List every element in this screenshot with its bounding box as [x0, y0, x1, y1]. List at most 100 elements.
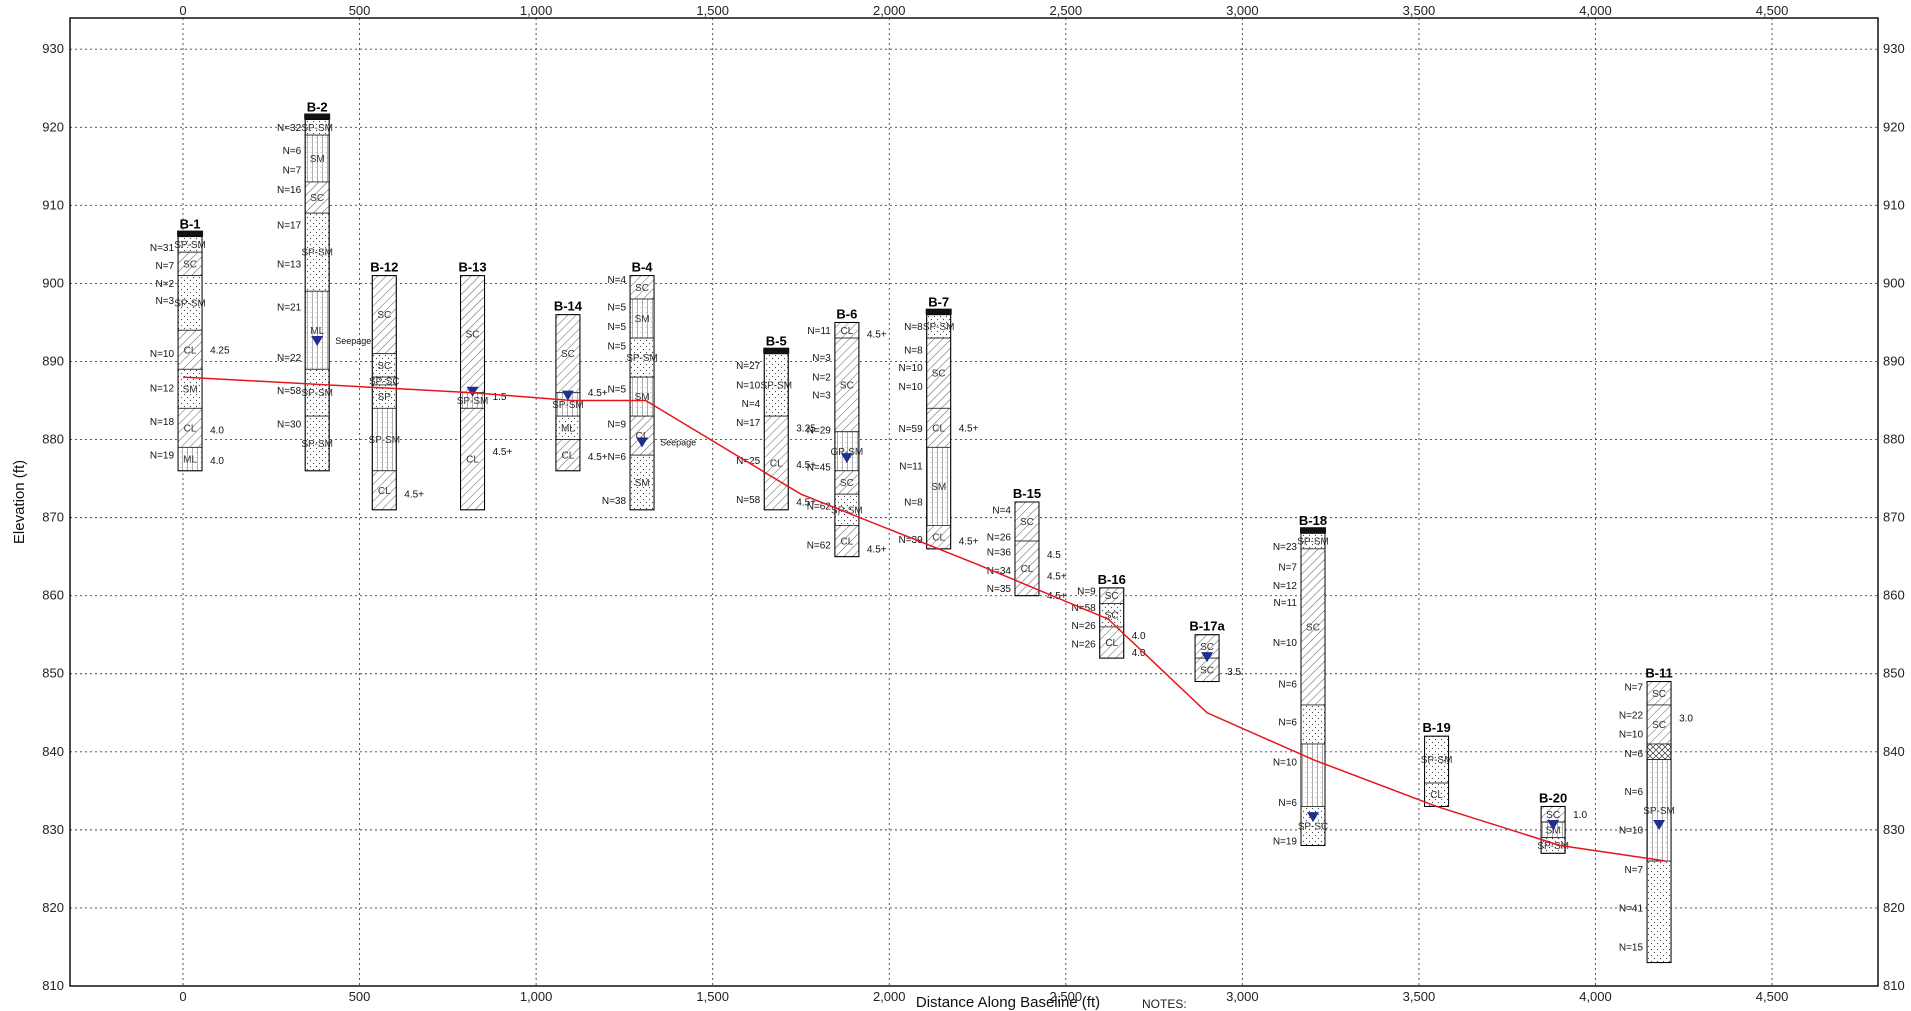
x-tick-label-bottom: 0	[179, 989, 186, 1004]
y-tick-label-left: 820	[42, 900, 64, 915]
soil-layer	[834, 431, 860, 472]
blow-count-label: N=8	[904, 322, 923, 333]
blow-count-label: N=4	[992, 505, 1011, 516]
blow-count-label: N=9	[607, 419, 626, 430]
soil-layer-label: SP-SM	[1537, 841, 1569, 852]
blow-count-label: N=8	[904, 498, 923, 509]
blow-count-label: N=27	[736, 361, 761, 372]
soil-layer-label: SP-SC	[1298, 821, 1329, 832]
blow-count-label: N=6	[1278, 718, 1297, 729]
pocket-pen-label: 1.5	[493, 392, 507, 403]
soil-layer-label: SM	[931, 482, 946, 493]
blow-count-label: N=11	[1274, 598, 1298, 609]
y-tick-label-right: 880	[1883, 432, 1905, 447]
blow-count-label: N=4	[742, 399, 761, 410]
boring-column-outline	[1014, 501, 1040, 597]
soil-layer-label: SM	[183, 384, 198, 395]
soil-layer-label: CL	[1430, 790, 1443, 801]
soil-layer-label: SC	[1200, 642, 1214, 653]
y-tick-label-left: 920	[42, 119, 64, 134]
x-tick-label-bottom: 4,000	[1579, 989, 1612, 1004]
x-tick-label-top: 4,000	[1579, 3, 1612, 18]
soil-layer-label: SP-SM	[831, 505, 863, 516]
boring-b-4: B-4 SC SM SP-SM SM CL SM N=4 N=5 N=5 N=5 N=5 N=9 N=6 N…	[602, 260, 696, 511]
soil-layer	[763, 353, 789, 417]
soil-layer	[1424, 735, 1449, 784]
x-tick-label-bottom: 4,500	[1756, 989, 1789, 1004]
y-tick-label-right: 920	[1883, 119, 1905, 134]
soil-layer-label: SC	[932, 369, 946, 380]
blow-count-label: N=17	[736, 418, 761, 429]
x-axis-title: Distance Along Baseline (ft)	[916, 994, 1100, 1011]
blow-count-label: N=10	[736, 380, 761, 391]
soil-layer-label: CL	[840, 326, 853, 337]
soil-layer-label: SP-SC	[369, 377, 400, 388]
y-tick-label-right: 840	[1883, 744, 1905, 759]
blow-count-label: N=7	[155, 261, 174, 272]
pocket-pen-label: 4.5+	[404, 490, 424, 501]
blow-count-label: N=22	[277, 353, 302, 364]
boring-b-12: B-12 SC SC SP-SC SP SP-SM CL 4.5+	[368, 260, 424, 511]
boring-b-13: B-13 SC SP-SM CL 1.5 4.5+	[457, 260, 512, 511]
groundwater-icon	[561, 390, 574, 401]
blow-count-label: N=4	[607, 275, 626, 286]
soil-layer-label: CL	[636, 431, 649, 442]
y-tick-label-right: 860	[1883, 588, 1905, 603]
tick-labels: 0 0 500 500 1,000 1,000 1,500 1,500 2,000 2,000 2,…	[42, 3, 1904, 1004]
boring-b-15: B-15 SC CL N=4 N=26 N=36 N=34 N=35 4.5 4.5+ 4.5+	[987, 486, 1067, 602]
boring-cap	[1300, 527, 1326, 534]
boring-cap	[177, 230, 204, 237]
y-tick-label-left: 930	[42, 41, 64, 56]
blow-count-label: N=23	[1273, 542, 1298, 553]
soil-layer-label: SM	[310, 154, 325, 165]
boring-column-outline	[629, 275, 655, 511]
soil-layer-label: SP-SM	[301, 388, 333, 399]
pocket-pen-label: 4.5	[1047, 550, 1061, 561]
blow-count-label: N=15	[1619, 942, 1644, 953]
blow-count-label: N=19	[150, 451, 175, 462]
soil-layer-label: SC	[466, 330, 480, 341]
y-axis-title: Elevation (ft)	[11, 460, 28, 544]
soil-layer-label: SM	[635, 478, 650, 489]
soil-layer-label: ML	[183, 455, 197, 466]
blow-count-label: N=26	[1072, 621, 1097, 632]
pocket-pen-label: 4.5+	[867, 544, 887, 555]
blow-count-label: N=35	[987, 584, 1012, 595]
soil-layer-label: SP-SM	[1297, 537, 1329, 548]
soil-layer-label: ML	[561, 423, 575, 434]
soil-layer	[1300, 743, 1326, 807]
pocket-pen-label: 4.0	[1132, 631, 1146, 642]
soil-layer	[371, 407, 397, 472]
boring-b-18: B-18 SP-SM SC SP-SC N=23 N=7 N=12 N=11 N=10 N=6 N=…	[1273, 513, 1329, 847]
boring-b-1: B-1 SP-SM SC SP-SM CL SM CL ML N=31 N=7 N=2 N=3 N=10…	[150, 217, 230, 472]
boring-column-outline	[834, 321, 860, 558]
soil-layer-label: CL	[932, 423, 945, 434]
x-tick-label-bottom: 1,000	[520, 989, 553, 1004]
boring-label: B-17a	[1189, 619, 1225, 634]
x-tick-label-bottom: 2,000	[873, 989, 906, 1004]
y-tick-label-left: 900	[42, 275, 64, 290]
y-tick-label-right: 910	[1883, 197, 1905, 212]
soil-layer	[1014, 540, 1040, 597]
soil-layer-label: SC	[1652, 689, 1666, 700]
blow-count-label: N=10	[150, 349, 175, 360]
blow-count-label: N=5	[607, 341, 626, 352]
x-tick-label-top: 2,000	[873, 3, 906, 18]
blow-count-label: N=31	[150, 243, 175, 254]
soil-layer-label: SC	[1105, 611, 1119, 622]
soil-layer	[763, 415, 789, 511]
seepage-note: Seepage	[335, 336, 371, 346]
blow-count-label: N=32	[277, 123, 302, 134]
x-tick-label-bottom: 1,500	[696, 989, 729, 1004]
blow-count-label: N=12	[1273, 581, 1298, 592]
blow-count-label: N=62	[807, 501, 832, 512]
pocket-pen-label: 4.5+	[959, 423, 979, 434]
soil-layer-label: SP-SM	[457, 396, 489, 407]
boring-b-19: B-19 SP-SM CL	[1421, 720, 1452, 807]
blow-count-label: N=10	[899, 363, 924, 374]
blow-count-label: N=12	[150, 384, 175, 395]
blow-count-label: N=5	[607, 384, 626, 395]
x-tick-label-top: 4,500	[1756, 3, 1789, 18]
pocket-pen-label: 4.0	[210, 426, 224, 437]
